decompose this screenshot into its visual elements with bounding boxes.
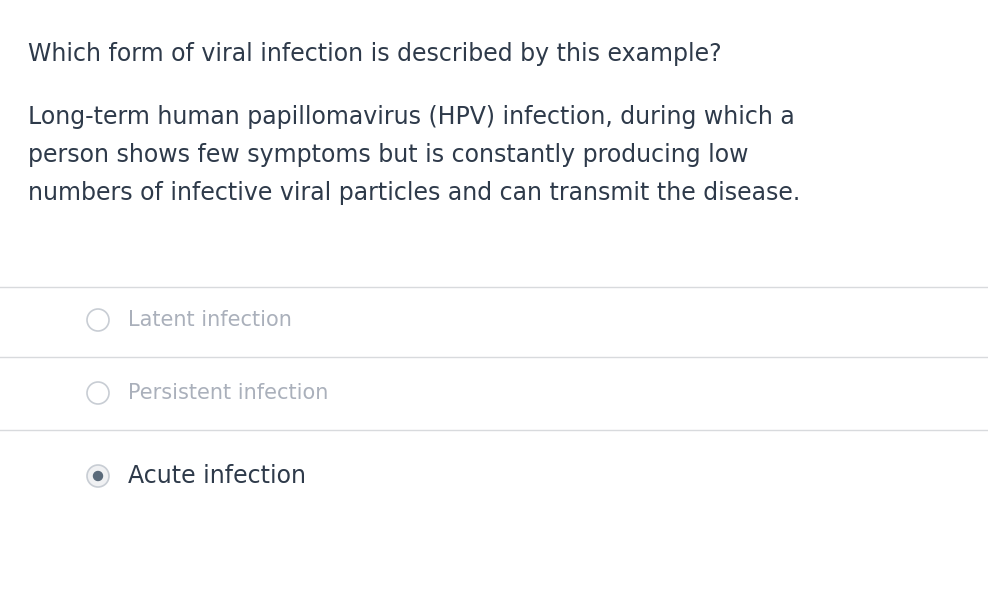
- Text: numbers of infective viral particles and can transmit the disease.: numbers of infective viral particles and…: [28, 181, 800, 205]
- Text: person shows few symptoms but is constantly producing low: person shows few symptoms but is constan…: [28, 143, 749, 167]
- Circle shape: [94, 472, 103, 481]
- Text: Latent infection: Latent infection: [128, 310, 291, 330]
- Text: Long-term human papillomavirus (HPV) infection, during which a: Long-term human papillomavirus (HPV) inf…: [28, 105, 794, 129]
- Text: Persistent infection: Persistent infection: [128, 383, 328, 403]
- Circle shape: [87, 465, 109, 487]
- Text: Which form of viral infection is described by this example?: Which form of viral infection is describ…: [28, 42, 721, 66]
- Circle shape: [87, 382, 109, 404]
- Text: Acute infection: Acute infection: [128, 464, 306, 488]
- Circle shape: [87, 309, 109, 331]
